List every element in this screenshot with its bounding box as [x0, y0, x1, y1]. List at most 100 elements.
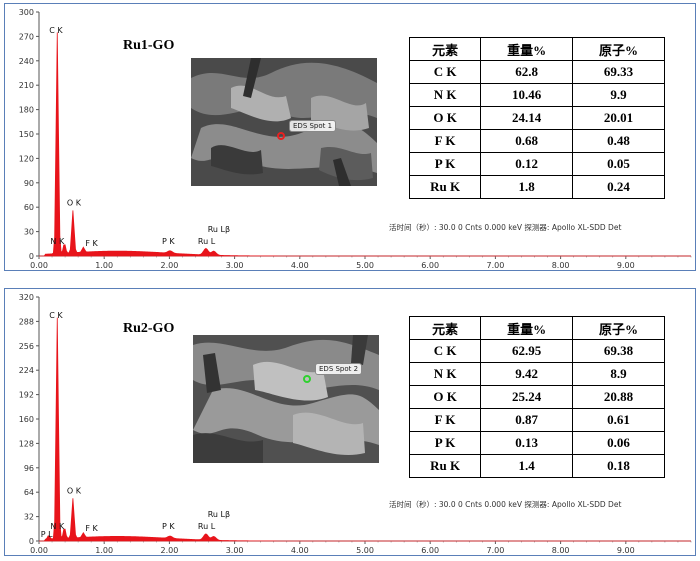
y-tick-label: 30	[24, 228, 34, 237]
peak-label: C K	[49, 26, 63, 35]
peak-label: Ru Lβ	[208, 510, 230, 519]
x-tick-label: 8.00	[552, 261, 570, 270]
x-tick-label: 3.00	[226, 546, 244, 555]
spectrum-series	[39, 317, 691, 542]
atomic-cell: 0.06	[572, 431, 665, 455]
weight-cell: 1.8	[480, 175, 574, 199]
y-tick-label: 192	[19, 391, 34, 400]
sample-title-2: Ru2-GO	[123, 321, 175, 336]
table-row: Ru K 1.8 0.24	[408, 175, 665, 199]
x-tick-label: 2.00	[160, 261, 178, 270]
x-tick-label: 4.00	[291, 546, 309, 555]
atomic-cell: 0.61	[572, 408, 665, 432]
detector-footer-2: 活时间（秒）: 30.0 0 Cnts 0.000 keV 探测器: Apoll…	[389, 500, 622, 509]
sem-texture-2	[193, 335, 379, 463]
peak-label: Ru Lβ	[208, 225, 230, 234]
y-tick-label: 180	[19, 106, 34, 115]
weight-cell: 24.14	[480, 106, 574, 130]
table-row: P K 0.12 0.05	[408, 152, 665, 176]
element-cell: F K	[408, 408, 482, 432]
weight-cell: 10.46	[480, 83, 574, 107]
weight-cell: 0.87	[480, 408, 574, 432]
y-tick-label: 150	[19, 130, 34, 139]
y-tick-label: 32	[24, 513, 34, 522]
atomic-cell: 69.38	[572, 339, 665, 363]
x-tick-label: 2.00	[160, 546, 178, 555]
eds-spectrum-chart-2: 0 32 64 96 128 160 192 224 256 288 320 0.00 1.00 2.00…	[19, 293, 692, 555]
table-row: F K 0.68 0.48	[408, 129, 665, 153]
y-tick-label: 96	[24, 464, 34, 473]
atomic-cell: 9.9	[572, 83, 665, 107]
y-tick-label: 256	[19, 342, 34, 351]
y-tick-label: 210	[19, 81, 34, 90]
x-tick-label: 3.00	[226, 261, 244, 270]
atomic-cell: 8.9	[572, 362, 665, 386]
weight-cell: 0.68	[480, 129, 574, 153]
peak-label: N K	[50, 522, 65, 531]
weight-cell: 1.4	[480, 454, 574, 478]
x-tick-label: 7.00	[486, 546, 504, 555]
spectrum-panel-1: 0 30 60 90 120 150 180 210 240 270 300 0.00 1.00 2.00…	[4, 3, 696, 271]
peak-label: Ru L	[198, 522, 216, 531]
header-weight: 重量%	[480, 316, 574, 340]
spectrum-series	[39, 32, 691, 257]
header-element: 元素	[408, 37, 482, 61]
y-tick-label: 240	[19, 57, 34, 66]
y-tick-label: 90	[24, 179, 34, 188]
element-cell: F K	[408, 129, 482, 153]
element-cell: C K	[408, 339, 482, 363]
element-cell: Ru K	[408, 175, 482, 199]
table-row: C K 62.95 69.38	[408, 339, 665, 363]
peak-label: P L	[41, 530, 53, 539]
peak-label: O K	[67, 199, 82, 208]
header-atomic: 原子%	[572, 37, 665, 61]
y-tick-label: 128	[19, 439, 34, 448]
element-cell: C K	[408, 60, 482, 84]
atomic-cell: 0.18	[572, 454, 665, 478]
element-cell: Ru K	[408, 454, 482, 478]
table-row: Ru K 1.4 0.18	[408, 454, 665, 478]
x-tick-label: 5.00	[356, 546, 374, 555]
x-tick-label: 9.00	[617, 546, 635, 555]
spot-marker-1	[277, 132, 285, 140]
y-tick-label: 320	[19, 293, 34, 302]
weight-cell: 0.12	[480, 152, 574, 176]
x-tick-label: 4.00	[291, 261, 309, 270]
element-cell: O K	[408, 385, 482, 409]
header-weight: 重量%	[480, 37, 574, 61]
y-tick-label: 60	[24, 203, 34, 212]
detector-footer-1: 活时间（秒）: 30.0 0 Cnts 0.000 keV 探测器: Apoll…	[389, 223, 622, 232]
element-cell: P K	[408, 152, 482, 176]
x-tick-label: 9.00	[617, 261, 635, 270]
peak-label: P K	[162, 237, 175, 246]
spot-label-2: EDS Spot 2	[315, 363, 363, 375]
y-tick-label: 160	[19, 415, 34, 424]
y-tick-label: 270	[19, 32, 34, 41]
sem-texture-1	[191, 58, 377, 186]
weight-cell: 25.24	[480, 385, 574, 409]
sample-title-1: Ru1-GO	[123, 38, 175, 53]
y-tick-label: 64	[24, 488, 34, 497]
peak-label: Ru L	[198, 237, 216, 246]
x-tick-label: 7.00	[486, 261, 504, 270]
peak-label: N K	[50, 237, 65, 246]
sem-image-2: EDS Spot 2	[193, 335, 379, 463]
atomic-cell: 20.88	[572, 385, 665, 409]
element-cell: N K	[408, 83, 482, 107]
y-tick-label: 224	[19, 366, 34, 375]
table-header-row: 元素 重量% 原子%	[408, 316, 665, 340]
element-cell: O K	[408, 106, 482, 130]
atomic-cell: 0.24	[572, 175, 665, 199]
header-atomic: 原子%	[572, 316, 665, 340]
x-tick-label: 0.00	[30, 261, 48, 270]
x-tick-label: 6.00	[421, 261, 439, 270]
weight-cell: 9.42	[480, 362, 574, 386]
peak-label: F K	[85, 239, 98, 248]
table-row: O K 24.14 20.01	[408, 106, 665, 130]
y-tick-label: 300	[19, 8, 34, 17]
y-tick-label: 0	[29, 537, 34, 546]
element-cell: P K	[408, 431, 482, 455]
atomic-cell: 20.01	[572, 106, 665, 130]
